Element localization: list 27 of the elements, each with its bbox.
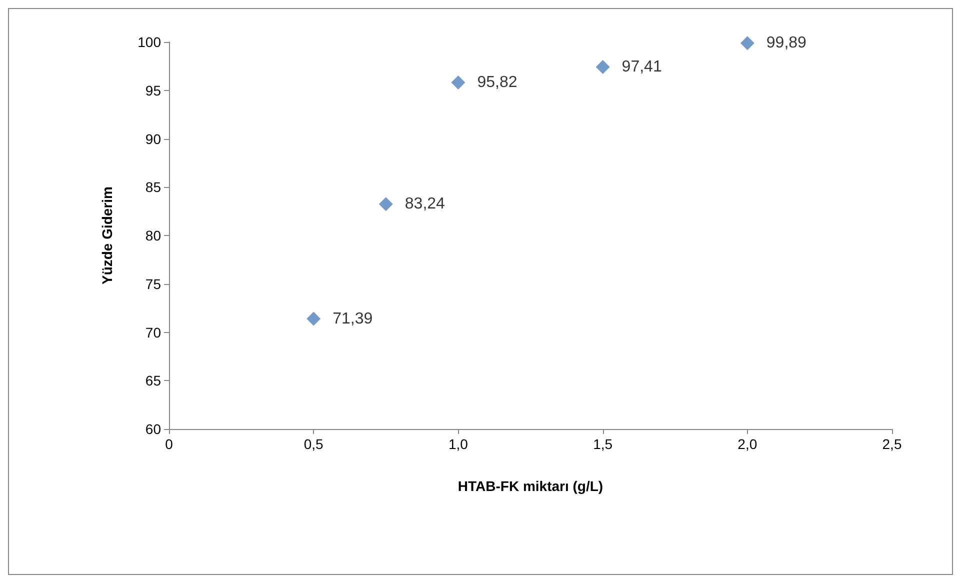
y-tick-label: 60 xyxy=(145,421,162,437)
x-tick-label: 1,0 xyxy=(448,436,468,452)
x-tick-label: 0 xyxy=(165,436,174,452)
y-axis-title: Yüzde Giderim xyxy=(99,186,115,285)
x-tick-label: 2,0 xyxy=(738,436,758,452)
y-tick-label: 65 xyxy=(145,372,162,389)
x-tick-label: 1,5 xyxy=(593,436,613,452)
x-tick-label: 2,5 xyxy=(882,436,902,452)
point xyxy=(596,60,610,74)
point xyxy=(740,36,754,50)
data-label: 97,41 xyxy=(622,58,662,76)
point xyxy=(378,197,393,212)
x-tick-label: 0,5 xyxy=(304,436,324,452)
point xyxy=(451,75,466,90)
data-label: 83,24 xyxy=(404,196,446,213)
y-tick-label: 100 xyxy=(138,34,162,50)
point xyxy=(306,312,321,326)
data-label: 71,39 xyxy=(332,310,373,328)
y-tick-label: 75 xyxy=(145,276,162,292)
y-tick-label: 80 xyxy=(145,228,162,244)
data-label: 95,82 xyxy=(477,74,518,91)
x-axis-title: HTAB-FK miktarı (g/L) xyxy=(458,478,604,494)
data-label: 99,89 xyxy=(766,34,807,52)
y-tick-label: 90 xyxy=(145,130,162,147)
y-tick-label: 70 xyxy=(145,324,162,340)
y-tick-label: 85 xyxy=(145,179,162,196)
y-tick-label: 95 xyxy=(145,82,162,98)
